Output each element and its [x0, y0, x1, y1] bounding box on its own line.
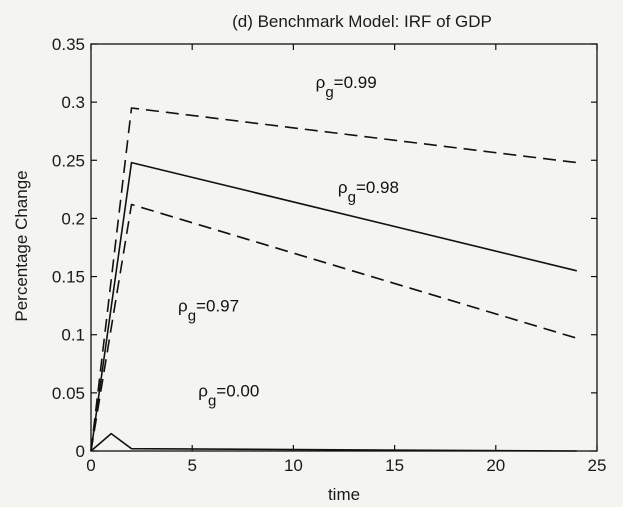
x-tick-label: 0 — [86, 456, 95, 475]
series-line — [90, 203, 578, 452]
series-line — [90, 432, 577, 452]
y-tick-label: 0 — [76, 442, 85, 461]
plot-frame — [90, 43, 598, 452]
y-tick-label: 0.15 — [52, 268, 85, 287]
chart-title: (d) Benchmark Model: IRF of GDP — [232, 12, 492, 31]
series-line — [90, 107, 577, 452]
series-annotation: ρg=0.98 — [338, 178, 399, 206]
y-tick-label: 0.05 — [52, 384, 85, 403]
x-axis-label: time — [328, 485, 360, 504]
x-tick-label: 5 — [187, 456, 196, 475]
series-line — [90, 161, 577, 452]
y-tick-label: 0.1 — [61, 326, 85, 345]
y-tick-label: 0.35 — [52, 35, 85, 54]
series-annotation: ρg=0.97 — [178, 296, 239, 324]
series-annotation: ρg=0.99 — [316, 73, 377, 101]
x-tick-label: 10 — [284, 456, 303, 475]
y-tick-label: 0.25 — [52, 151, 85, 170]
x-tick-label: 25 — [588, 456, 607, 475]
series-annotation: ρg=0.00 — [198, 381, 259, 409]
y-axis-label: Percentage Change — [12, 170, 31, 321]
plot-area: 0 5 10 15 20 25 0 0.05 0.1 0.15 0.2 0.25 0.3 0.35 ρg=0… — [52, 35, 607, 475]
y-tick-label: 0.2 — [61, 209, 85, 228]
x-tick-label: 20 — [486, 456, 505, 475]
y-tick-label: 0.3 — [61, 93, 85, 112]
x-tick-label: 15 — [385, 456, 404, 475]
